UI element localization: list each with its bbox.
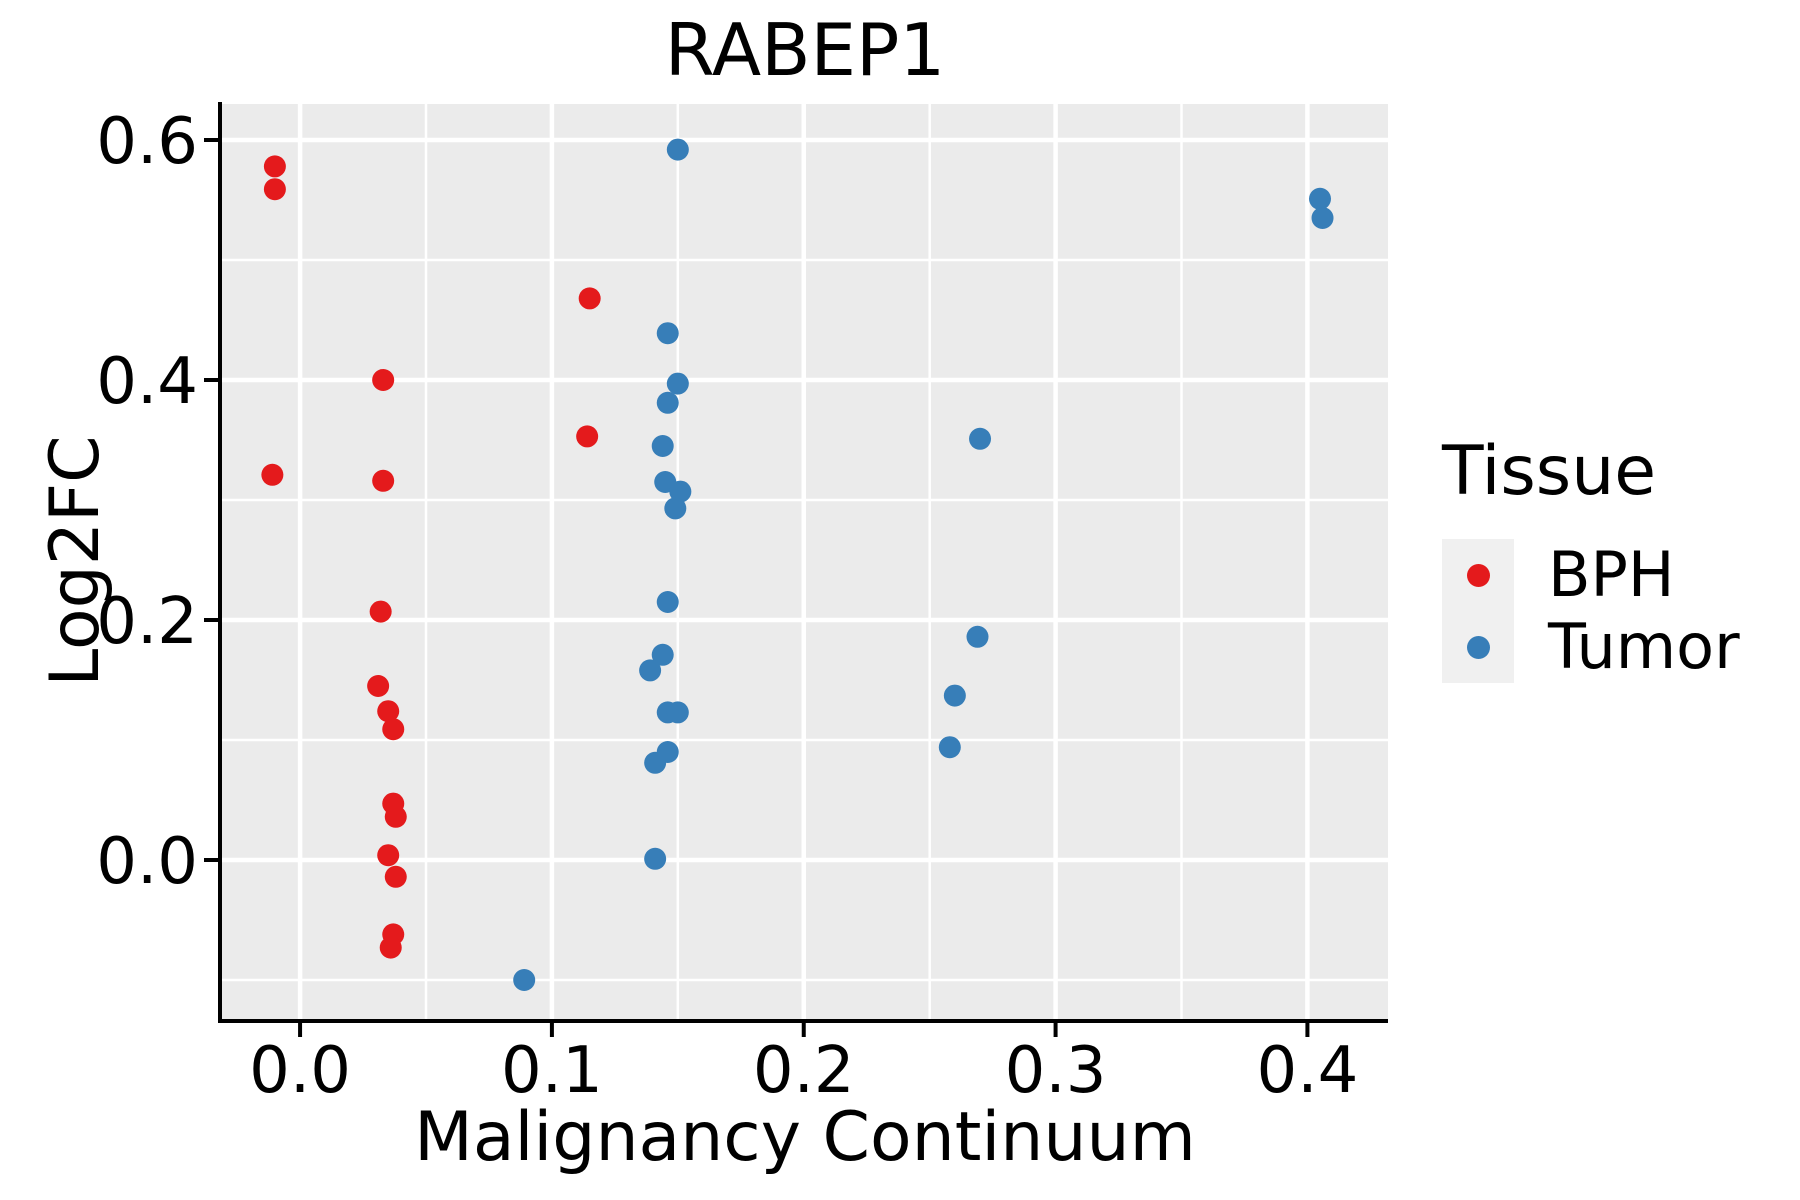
legend-item-bph: BPH	[1442, 539, 1740, 611]
scatter-point-bph	[372, 469, 395, 492]
y-tick-label: 0.2	[96, 585, 198, 659]
scatter-point-bph	[576, 425, 599, 448]
y-tick-label: 0.4	[96, 345, 198, 419]
scatter-point-tumor	[1309, 187, 1332, 210]
scatter-point-tumor	[656, 591, 679, 613]
scatter-point-tumor	[938, 736, 961, 759]
scatter-point-bph	[261, 463, 284, 486]
scatter-point-tumor	[669, 480, 692, 503]
scatter-point-tumor	[644, 751, 667, 774]
scatter-point-bph	[367, 675, 390, 697]
scatter-point-bph	[263, 155, 286, 178]
scatter-point-bph	[384, 865, 407, 888]
scatter-point-tumor	[639, 659, 662, 682]
legend-item-tumor: Tumor	[1442, 611, 1740, 683]
scatter-point-bph	[263, 178, 286, 201]
y-tick-label: 0.0	[96, 825, 198, 899]
scatter-point-tumor	[651, 435, 674, 457]
y-tick-label: 0.6	[96, 105, 198, 179]
scatter-point-bph	[379, 936, 402, 959]
scatter-point-tumor	[1311, 207, 1334, 229]
scatter-point-tumor	[666, 701, 689, 724]
scatter-point-tumor	[644, 847, 667, 870]
scatter-point-tumor	[656, 322, 679, 345]
scatter-point-bph	[372, 369, 395, 391]
scatter-point-tumor	[966, 625, 989, 648]
legend-label-bph: BPH	[1548, 538, 1675, 611]
x-axis-title: Malignancy Continuum	[414, 1098, 1196, 1177]
scatter-point-tumor	[664, 497, 687, 520]
scatter-point-tumor	[656, 391, 679, 414]
scatter-point-bph	[578, 287, 601, 310]
bph-dot-icon	[1466, 563, 1490, 587]
scatter-point-bph	[369, 600, 392, 623]
scatter-point-tumor	[943, 684, 966, 707]
legend-label-tumor: Tumor	[1548, 610, 1740, 683]
chart-title: RABEP1	[664, 8, 946, 92]
legend-key-tumor	[1442, 611, 1514, 683]
scatter-point-tumor	[969, 427, 992, 450]
x-tick-label: 0.2	[753, 1034, 855, 1108]
scatter-point-tumor	[666, 138, 689, 161]
scatter-point-tumor	[513, 969, 536, 991]
tumor-dot-icon	[1466, 635, 1490, 659]
scatter-point-bph	[384, 805, 407, 828]
x-tick-label: 0.4	[1257, 1034, 1359, 1108]
scatter-point-bph	[377, 844, 400, 867]
scatter-point-bph	[382, 718, 405, 741]
scatter-point-bph	[377, 700, 400, 723]
y-axis-title: Log2FC	[36, 435, 115, 687]
scatter-point-tumor	[651, 643, 674, 666]
scatter-point-tumor	[666, 372, 689, 395]
x-tick-label: 0.0	[249, 1034, 351, 1108]
x-tick-label: 0.1	[501, 1034, 603, 1108]
legend-title: Tissue	[1442, 432, 1657, 511]
legend-key-bph	[1442, 539, 1514, 611]
legend: Tissue BPH Tumor	[1442, 438, 1740, 683]
x-tick-label: 0.3	[1005, 1034, 1107, 1108]
